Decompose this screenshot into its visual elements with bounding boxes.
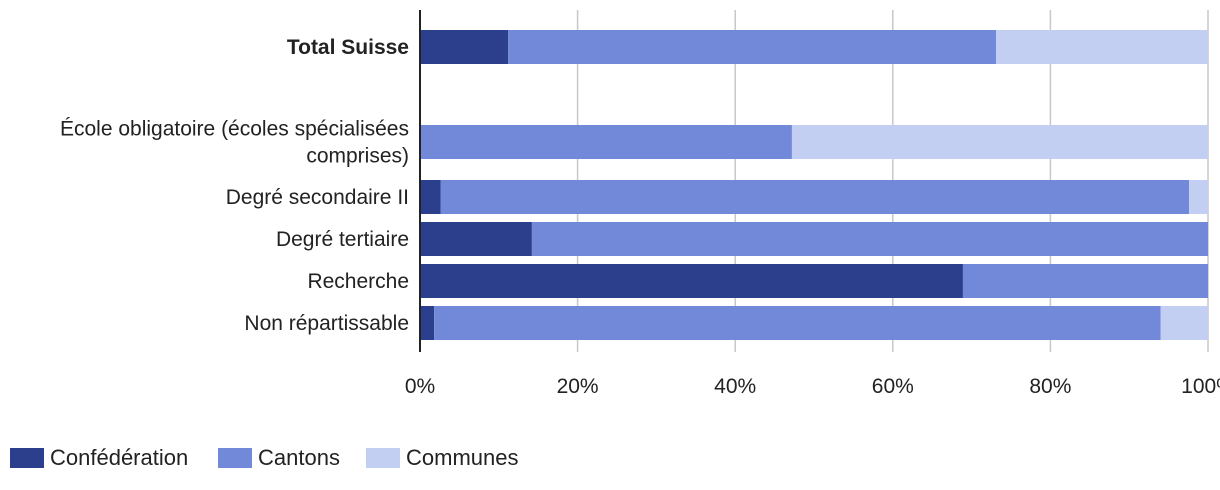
bar-segment: [1189, 180, 1208, 214]
legend-swatch: [218, 448, 252, 468]
bar-segment: [420, 30, 509, 64]
x-axis-ticks: 0% 20% 40% 60% 80% 100%: [405, 375, 1220, 398]
legend-swatch: [10, 448, 44, 468]
legend-label: Cantons: [258, 445, 340, 470]
bar-segment: [420, 306, 435, 340]
x-tick-label: 60%: [872, 375, 914, 398]
x-tick-label: 0%: [405, 375, 435, 398]
legend-label: Communes: [406, 445, 518, 470]
bar-segment: [434, 306, 1161, 340]
x-tick-label: 80%: [1029, 375, 1071, 398]
legend: Confédération Cantons Communes: [10, 445, 518, 470]
bar-segment: [420, 264, 963, 298]
bar-segment: [420, 125, 792, 159]
bar-segment: [420, 180, 441, 214]
bar-segment: [420, 222, 532, 256]
x-tick-label: 20%: [557, 375, 599, 398]
x-tick-label: 100%: [1181, 375, 1220, 398]
x-tick-label: 40%: [714, 375, 756, 398]
category-label: École obligatoire (écoles spécialisées co…: [60, 118, 409, 168]
category-label: Total Suisse: [287, 36, 409, 59]
bar-segment: [1160, 306, 1208, 340]
category-label: Recherche: [307, 270, 409, 293]
bar-segment: [508, 30, 997, 64]
category-label: Non répartissable: [244, 312, 409, 335]
category-label: Degré secondaire II: [226, 186, 409, 209]
y-axis: Total Suisse École obligatoire (écoles sp…: [60, 10, 421, 352]
bar-segment: [962, 264, 1208, 298]
category-label: Degré tertiaire: [276, 228, 409, 251]
bars: [420, 30, 1208, 340]
bar-segment: [531, 222, 1208, 256]
legend-swatch: [366, 448, 400, 468]
bar-segment: [440, 180, 1190, 214]
legend-label: Confédération: [50, 445, 188, 470]
bar-segment: [996, 30, 1208, 64]
bar-segment: [791, 125, 1208, 159]
